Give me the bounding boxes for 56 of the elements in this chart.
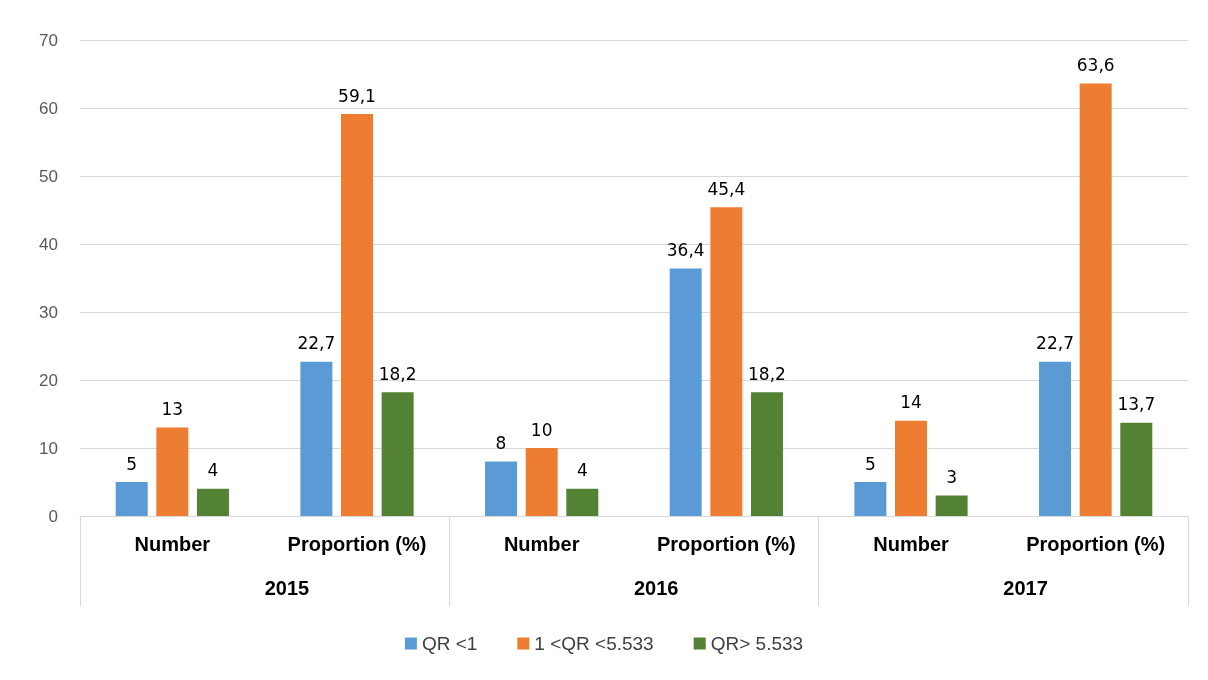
- y-tick-label: 10: [39, 438, 58, 458]
- data-label: 5: [126, 453, 138, 474]
- bar: [1120, 422, 1153, 516]
- data-label: 22,7: [297, 333, 336, 354]
- bar: [935, 495, 968, 516]
- text: 2017: [1003, 577, 1048, 599]
- x-tick-label: Number: [134, 533, 211, 555]
- bar: [156, 427, 189, 516]
- bar: [1079, 83, 1112, 516]
- data-label: 13,7: [1117, 394, 1156, 415]
- x-tick-label: Proportion (%): [656, 533, 796, 555]
- bar: [750, 392, 783, 516]
- bar: [485, 461, 518, 516]
- legend-label: QR <1: [421, 633, 478, 654]
- data-label: 14: [900, 392, 922, 413]
- data-label: 4: [207, 460, 219, 481]
- bar: [669, 268, 702, 516]
- y-tick-label: 70: [39, 30, 58, 50]
- x-tick-label: Number: [503, 533, 580, 555]
- x-tick-label: Proportion (%): [287, 533, 427, 555]
- bar: [300, 361, 333, 516]
- y-tick-label: 20: [39, 370, 58, 390]
- bar: [525, 448, 558, 516]
- bar: [115, 482, 148, 516]
- data-label: 13: [161, 399, 184, 420]
- bar: [341, 114, 373, 516]
- y-tick-label: 40: [39, 234, 58, 254]
- data-label: 8: [495, 433, 507, 454]
- data-label: 63,6: [1076, 55, 1115, 76]
- data-label: 36,4: [666, 239, 705, 260]
- bar: [854, 482, 887, 516]
- data-label: 59,1: [338, 85, 376, 106]
- y-tick-label: 50: [39, 166, 58, 186]
- text: 2015: [264, 577, 310, 599]
- data-label: 18,2: [748, 363, 786, 384]
- y-tick-label: 30: [39, 302, 58, 322]
- bar: [196, 488, 229, 516]
- y-tick-label: 60: [39, 98, 58, 118]
- x-tick-label: Number: [873, 533, 949, 555]
- data-label: 18,2: [378, 363, 417, 384]
- bar: [895, 420, 927, 516]
- data-label: 10: [530, 419, 553, 440]
- bar: [710, 207, 743, 516]
- legend-label: QR> 5.533: [710, 633, 804, 654]
- data-label: 3: [946, 467, 958, 488]
- text: 2016: [634, 577, 679, 599]
- y-tick-label: 0: [48, 506, 58, 526]
- data-label: 4: [576, 460, 588, 481]
- data-label: 22,7: [1036, 333, 1074, 354]
- x-tick-label: Proportion (%): [1026, 533, 1166, 555]
- legend-label: 1 <QR <5.533: [534, 633, 654, 654]
- data-label: 45,4: [707, 178, 746, 199]
- data-label: 5: [864, 453, 876, 474]
- bar: [381, 392, 414, 516]
- bar: [1039, 361, 1072, 516]
- bar: [566, 488, 599, 516]
